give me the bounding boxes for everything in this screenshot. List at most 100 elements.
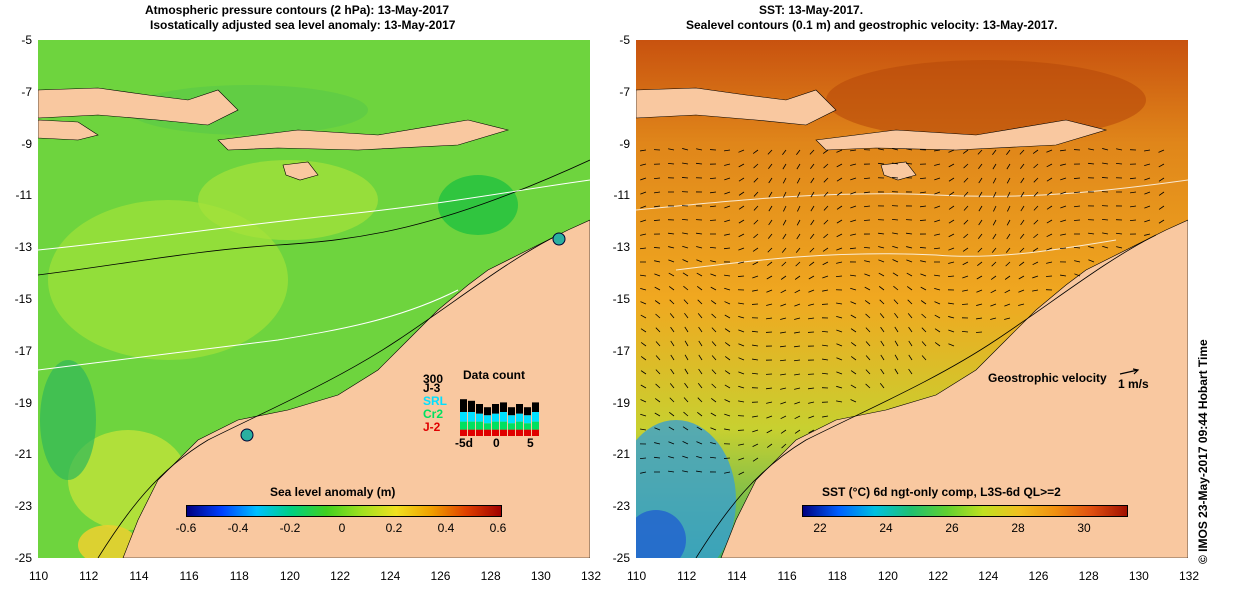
- sst-cold-patch: [636, 510, 686, 558]
- station-marker: [240, 428, 254, 442]
- count-bar-segment: [476, 421, 483, 430]
- velocity-arrow: [724, 314, 731, 319]
- velocity-arrow: [850, 177, 857, 181]
- velocity-arrow: [822, 275, 829, 279]
- velocity-arrow: [1073, 246, 1081, 249]
- velocity-arrow: [723, 457, 731, 459]
- velocity-arrow: [767, 247, 773, 253]
- velocity-arrow: [752, 358, 759, 361]
- velocity-arrow: [1087, 162, 1095, 165]
- anomaly-patch: [78, 525, 138, 558]
- velocity-arrow: [653, 219, 661, 221]
- velocity-arrow: [794, 275, 801, 280]
- velocity-arrow: [976, 303, 983, 306]
- velocity-arrow: [933, 247, 941, 250]
- velocity-arrow: [836, 329, 843, 333]
- velocity-arrow: [782, 149, 787, 156]
- velocity-arrow: [1158, 191, 1165, 196]
- velocity-arrow: [669, 397, 675, 403]
- velocity-arrow: [1033, 233, 1039, 239]
- velocity-arrow: [782, 177, 787, 184]
- velocity-arrow: [1129, 177, 1137, 180]
- velocity-arrow: [1020, 163, 1025, 170]
- count-bar-segment: [500, 421, 507, 430]
- velocity-arrow: [976, 275, 983, 280]
- velocity-arrow: [753, 177, 759, 183]
- velocity-arrow: [795, 247, 801, 253]
- count-bar-segment: [468, 412, 475, 422]
- velocity-arrow: [682, 426, 689, 431]
- velocity-arrow: [669, 383, 675, 389]
- velocity-arrow: [698, 340, 703, 347]
- velocity-arrow: [907, 299, 913, 305]
- velocity-arrow: [768, 205, 773, 212]
- left-y-tick: -9: [21, 136, 32, 151]
- count-bar-segment: [492, 421, 499, 430]
- velocity-arrow: [822, 358, 829, 361]
- velocity-arrow: [920, 205, 927, 208]
- velocity-arrow: [1158, 149, 1165, 153]
- right-colorbar-ticks: 22 24 26 28 30: [802, 521, 1128, 535]
- velocity-arrow: [655, 369, 661, 375]
- velocity-arrow: [850, 399, 857, 403]
- velocity-arrow: [738, 261, 745, 264]
- velocity-arrow: [684, 354, 689, 361]
- count-bar-segment: [524, 407, 531, 416]
- velocity-arrow: [780, 331, 787, 334]
- velocity-arrow: [809, 261, 815, 267]
- velocity-arrow: [1115, 232, 1123, 235]
- right-colorbar-tick: 28: [1011, 521, 1025, 535]
- velocity-arrow: [767, 233, 773, 239]
- velocity-arrow: [684, 382, 689, 389]
- velocity-arrow: [821, 330, 829, 333]
- left-colorbar-tick: -0.6: [175, 521, 197, 535]
- velocity-arrow: [823, 205, 829, 211]
- velocity-arrow: [682, 162, 689, 165]
- velocity-arrow: [738, 163, 745, 168]
- bathymetry-contour: [97, 234, 559, 558]
- velocity-arrow: [822, 415, 829, 418]
- velocity-arrow: [724, 471, 731, 474]
- velocity-arrow: [1102, 232, 1109, 235]
- velocity-arrow: [1088, 232, 1095, 235]
- velocity-arrow: [878, 259, 885, 263]
- right-y-tick: -9: [619, 136, 630, 151]
- left-x-tick: 126: [430, 569, 451, 583]
- count-bar-segment: [460, 399, 467, 412]
- velocity-arrow: [863, 205, 871, 208]
- velocity-arrow: [877, 162, 885, 165]
- right-x-tick: 126: [1028, 569, 1049, 583]
- count-bar-segment: [532, 429, 539, 436]
- velocity-arrow: [738, 205, 745, 210]
- velocity-arrow: [850, 370, 857, 375]
- velocity-arrow: [783, 191, 787, 198]
- velocity-arrow: [992, 219, 997, 226]
- velocity-arrow: [684, 326, 689, 333]
- velocity-arrow: [696, 470, 703, 473]
- velocity-arrow: [710, 260, 717, 263]
- velocity-arrow: [878, 246, 885, 249]
- anomaly-patch: [198, 160, 378, 240]
- velocity-arrow: [864, 300, 871, 305]
- velocity-arrow: [1074, 273, 1081, 277]
- velocity-arrow: [865, 383, 871, 389]
- velocity-arrow: [724, 384, 731, 389]
- velocity-arrow: [794, 303, 801, 307]
- velocity-arrow: [794, 415, 801, 420]
- velocity-arrow: [752, 275, 759, 279]
- velocity-arrow: [766, 401, 773, 404]
- velocity-arrow: [934, 314, 941, 319]
- velocity-arrow: [655, 341, 661, 347]
- velocity-arrow: [711, 383, 717, 389]
- velocity-arrow: [1158, 177, 1165, 182]
- velocity-arrow: [724, 301, 731, 305]
- velocity-arrow: [878, 232, 885, 235]
- velocity-arrow: [710, 191, 717, 194]
- velocity-arrow: [753, 163, 759, 169]
- velocity-arrow: [948, 343, 955, 347]
- velocity-arrow: [669, 313, 675, 319]
- velocity-arrow: [963, 177, 969, 183]
- velocity-arrow: [796, 233, 801, 240]
- velocity-arrow: [640, 356, 647, 361]
- velocity-arrow: [698, 326, 703, 333]
